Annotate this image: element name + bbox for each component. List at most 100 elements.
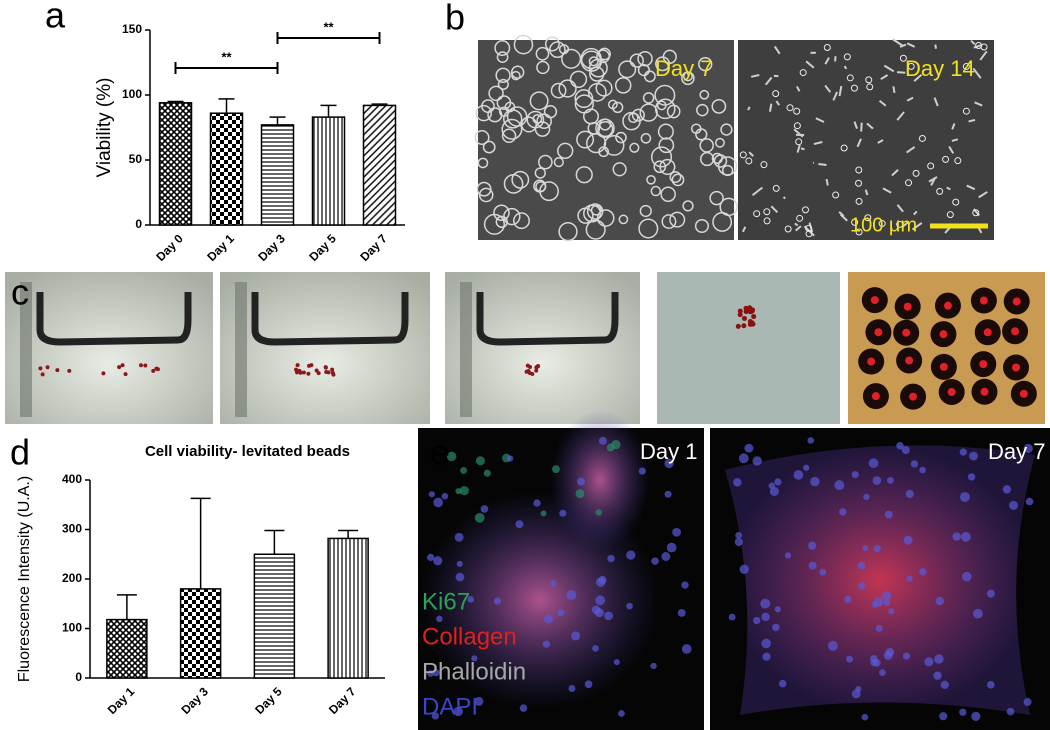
nucleus: [480, 505, 489, 513]
cell: [864, 189, 869, 196]
cell: [511, 170, 530, 189]
cell: [962, 107, 970, 115]
cell: [952, 198, 960, 206]
legend-entry: Collagen: [422, 623, 517, 650]
bead-core: [939, 362, 948, 371]
cell: [865, 76, 873, 84]
cell: [696, 103, 709, 117]
nucleus: [962, 571, 972, 582]
image-label: Day 7: [988, 439, 1045, 464]
nucleus: [626, 550, 636, 560]
nucleus: [971, 711, 981, 721]
cell: [855, 228, 863, 236]
cell: [711, 152, 723, 164]
significance-bracket: [174, 62, 279, 74]
cell: [506, 106, 528, 127]
cell: [818, 163, 827, 167]
bead-core: [867, 357, 876, 366]
nucleus: [728, 613, 736, 621]
cell: [905, 179, 913, 187]
significance-label: **: [221, 49, 232, 64]
cell: [882, 187, 892, 194]
cell: [629, 53, 644, 68]
cell: [918, 134, 926, 142]
bead: [750, 321, 756, 327]
cell: [764, 76, 773, 86]
cell: [513, 34, 534, 55]
cell: [794, 222, 799, 227]
nucleus: [550, 580, 557, 587]
y-tick-label: 0: [135, 217, 142, 231]
cell: [801, 206, 809, 214]
bead-core: [902, 328, 911, 337]
cell: [576, 130, 595, 149]
bead: [309, 363, 314, 368]
cell: [840, 144, 848, 152]
nucleus: [681, 644, 692, 654]
legend-entry: Ki67: [422, 588, 470, 615]
nucleus: [967, 473, 976, 481]
cell: [586, 133, 607, 154]
nucleus: [618, 710, 625, 717]
nucleus: [774, 478, 782, 486]
cell: [748, 151, 755, 157]
nucleus: [1025, 497, 1034, 506]
cell: [795, 225, 802, 232]
bead: [120, 363, 125, 368]
cell: [913, 73, 923, 82]
cell: [951, 138, 959, 142]
cell: [839, 213, 848, 222]
cell: [855, 179, 863, 187]
cell: [760, 161, 768, 169]
cell: [535, 46, 550, 61]
bar: [253, 553, 296, 679]
panel-label: b: [445, 0, 465, 38]
nucleus: [459, 486, 469, 496]
cell: [896, 71, 906, 74]
cell: [805, 60, 815, 69]
cell: [669, 171, 682, 184]
bead: [735, 323, 741, 329]
nucleus: [933, 671, 942, 680]
cell: [772, 184, 780, 192]
nucleus: [661, 552, 671, 561]
cell: [611, 101, 624, 114]
bead-core: [1012, 363, 1021, 372]
nucleus: [760, 598, 771, 609]
bead-cluster-photo: [657, 272, 840, 424]
cell: [577, 207, 594, 224]
nucleus: [910, 460, 919, 468]
nucleus: [940, 680, 949, 689]
nucleus: [879, 669, 886, 676]
nucleus: [568, 685, 576, 693]
bead: [117, 365, 122, 370]
x-tick-label: Day 3: [255, 231, 288, 264]
cell: [773, 45, 781, 55]
nucleus: [961, 531, 971, 542]
cell: [832, 91, 839, 101]
cell: [596, 209, 615, 227]
bar: [179, 588, 222, 679]
cell: [763, 217, 771, 225]
cell: [942, 155, 950, 163]
cell: [906, 146, 916, 154]
bead: [38, 366, 43, 371]
nucleus: [901, 446, 910, 455]
cell: [838, 85, 843, 97]
y-tick-label: 50: [129, 152, 143, 166]
cell: [962, 63, 970, 71]
cell: [631, 108, 645, 122]
nucleus: [664, 490, 672, 498]
cell: [590, 204, 602, 216]
bead: [294, 367, 299, 372]
y-tick-label: 300: [62, 522, 82, 536]
magnet-slot: [251, 292, 409, 346]
cell: [900, 221, 909, 229]
nucleus: [542, 640, 551, 648]
cell: [603, 134, 625, 156]
cell: [588, 56, 599, 67]
nucleus: [571, 631, 581, 641]
nucleus: [540, 510, 547, 517]
cell: [614, 77, 632, 94]
nucleus: [803, 464, 810, 471]
